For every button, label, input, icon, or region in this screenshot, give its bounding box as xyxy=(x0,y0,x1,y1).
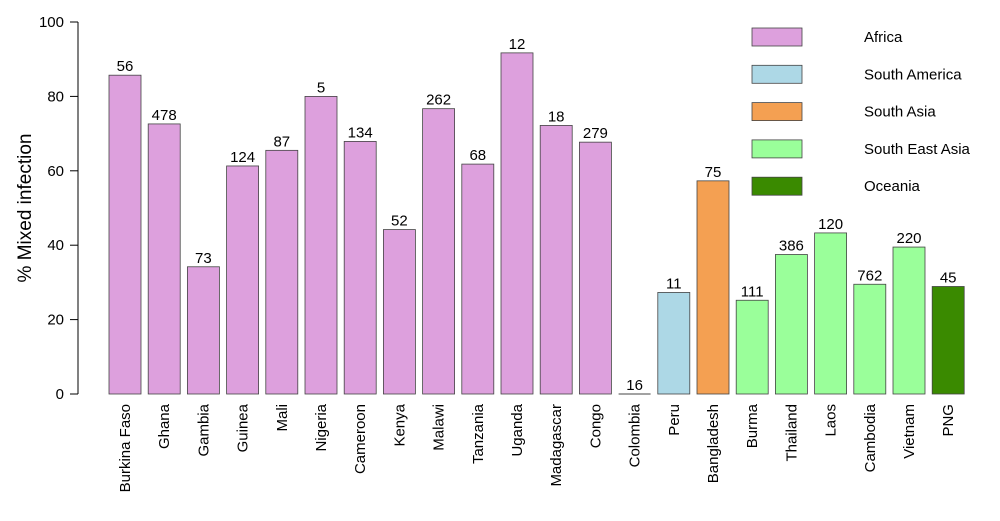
bar xyxy=(814,232,847,395)
x-category-label: Colombia xyxy=(627,403,644,467)
x-category-label: Uganda xyxy=(509,403,526,456)
bar xyxy=(931,286,965,395)
bar-value-labels: 56 478 73 124 87 5 134 52 262 68 12 18 279 16 11 75 111 3… xyxy=(117,36,957,394)
x-category-label: Tanzania xyxy=(470,403,487,464)
x-category-label: Ghana xyxy=(156,403,173,449)
y-tick-label: 80 xyxy=(47,88,64,105)
bar-value-label: 68 xyxy=(469,147,486,164)
legend-label: South Asia xyxy=(864,104,936,121)
x-category-label: Thailand xyxy=(783,404,800,462)
x-category-label: Gambia xyxy=(195,403,212,456)
bar-value-label: 45 xyxy=(940,269,957,286)
bar xyxy=(304,96,338,395)
bar xyxy=(853,283,887,395)
bar xyxy=(108,74,142,395)
bar xyxy=(735,299,769,395)
legend-label: South East Asia xyxy=(864,141,971,158)
bar xyxy=(147,123,181,395)
bar xyxy=(657,292,691,395)
bar xyxy=(461,163,495,395)
x-category-label: Bangladesh xyxy=(705,404,722,483)
bar xyxy=(343,141,377,395)
bar-value-label: 73 xyxy=(195,250,212,267)
bar xyxy=(579,141,612,395)
bar xyxy=(422,108,456,395)
bar-value-label: 386 xyxy=(779,238,804,255)
x-category-label: Cameroon xyxy=(352,404,369,474)
x-category-label: PNG xyxy=(940,404,957,437)
bar-value-label: 12 xyxy=(509,36,526,53)
bar-value-label: 134 xyxy=(348,124,373,141)
y-tick-label: 0 xyxy=(56,386,64,403)
y-axis: 0 20 40 60 80 100 xyxy=(39,14,79,403)
legend-label: South America xyxy=(864,66,962,83)
legend-swatch xyxy=(751,139,803,159)
x-category-label: Burkina Faso xyxy=(117,404,134,492)
x-category-label: Burma xyxy=(744,403,761,448)
x-category-label: Malawi xyxy=(431,404,448,451)
y-tick-label: 100 xyxy=(39,14,64,31)
bar-value-label: 87 xyxy=(273,133,290,150)
x-category-label: Madagascar xyxy=(548,404,565,487)
bar-value-label: 120 xyxy=(818,216,843,233)
legend-label: Africa xyxy=(864,29,903,46)
x-category-label: Guinea xyxy=(235,403,252,452)
bar-value-label: 56 xyxy=(117,58,134,75)
bar xyxy=(265,149,299,395)
bars-group xyxy=(108,52,965,395)
legend-swatch xyxy=(751,176,803,196)
bar xyxy=(775,254,808,395)
bar-value-label: 220 xyxy=(896,230,921,247)
bar xyxy=(382,229,416,395)
x-category-label: Nigeria xyxy=(313,403,330,451)
legend-swatch xyxy=(751,27,803,47)
bar-value-label: 762 xyxy=(857,267,882,284)
bar-value-label: 75 xyxy=(705,164,722,181)
bar-value-label: 52 xyxy=(391,213,408,230)
x-category-label: Cambodia xyxy=(862,403,879,472)
y-tick-label: 20 xyxy=(47,312,64,329)
legend-swatch xyxy=(751,102,803,121)
bar-value-label: 262 xyxy=(426,92,451,109)
x-category-label: Peru xyxy=(666,404,683,436)
x-category-label: Kenya xyxy=(391,403,408,446)
bar-value-label: 5 xyxy=(317,79,325,96)
bar-value-label: 18 xyxy=(548,108,565,125)
x-category-label: Vietnam xyxy=(901,404,918,459)
bar xyxy=(539,125,573,395)
bar xyxy=(892,246,926,395)
bar xyxy=(500,52,534,395)
bar-value-label: 279 xyxy=(583,125,608,142)
bar xyxy=(226,165,260,395)
x-category-label: Mali xyxy=(274,404,291,432)
legend: Africa South America South Asia South East … xyxy=(751,27,971,196)
bar-value-label: 124 xyxy=(230,149,255,166)
category-labels: Burkina Faso Ghana Gambia Guinea Mali Nigeria… xyxy=(117,403,957,492)
bar-value-label: 11 xyxy=(666,275,682,292)
bar-value-label: 478 xyxy=(152,107,177,124)
legend-label: Oceania xyxy=(864,178,921,195)
y-axis-title: % Mixed infection xyxy=(15,134,36,283)
x-category-label: Laos xyxy=(823,404,840,437)
bar xyxy=(186,266,220,395)
legend-swatch xyxy=(751,64,803,84)
x-category-label: Congo xyxy=(587,404,604,448)
y-tick-label: 40 xyxy=(47,237,64,254)
bar-value-label: 111 xyxy=(741,283,764,300)
bar xyxy=(696,180,730,395)
y-tick-label: 60 xyxy=(47,163,64,180)
bar-value-label: 16 xyxy=(626,377,643,394)
